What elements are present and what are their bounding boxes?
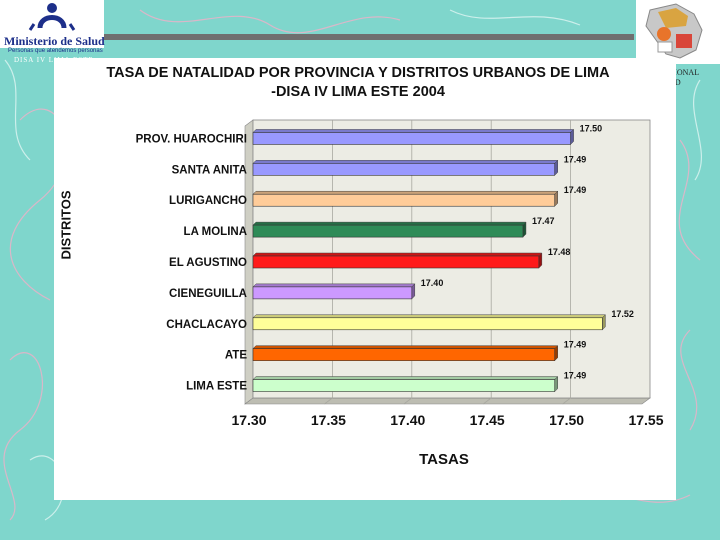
x-tick-label: 17.40 [390, 412, 425, 428]
x-tick-label: 17.45 [470, 412, 505, 428]
bar-value-label: 17.52 [611, 309, 634, 319]
category-label: SANTA ANITA [172, 164, 247, 176]
bar-end [570, 128, 574, 146]
bar-value-label: 17.49 [564, 371, 587, 381]
peru-map-logo [636, 0, 720, 64]
bar [252, 224, 524, 238]
plot-floor [244, 397, 651, 405]
x-tick-label: 17.50 [549, 412, 584, 428]
gridline [324, 397, 333, 405]
chart-title: TASA DE NATALIDAD POR PROVINCIA Y DISTRI… [106, 65, 610, 100]
bar-top [252, 345, 559, 349]
ministry-emblem-icon [28, 3, 76, 31]
ministry-name: Ministerio de Salud [4, 34, 105, 48]
category-label: CHACLACAYO [166, 319, 247, 331]
bar-value-label: 17.47 [532, 216, 555, 226]
category-label: CIENEGUILLA [169, 288, 247, 300]
x-tick-label: 17.30 [231, 412, 266, 428]
bar-value-label: 17.48 [548, 247, 571, 257]
bar [252, 163, 556, 176]
bar-end [411, 283, 416, 300]
bar-top [252, 376, 559, 380]
bar-value-label: 17.49 [564, 185, 587, 195]
bar [252, 255, 540, 269]
bar-top [252, 160, 559, 164]
bar-top [252, 221, 527, 226]
bar [252, 379, 556, 392]
category-label: LURIGANCHO [169, 195, 247, 207]
bar-value-label: 17.50 [580, 123, 603, 133]
category-label: LIMA ESTE [186, 381, 247, 393]
bar-end [554, 375, 558, 393]
x-tick-label: 17.35 [311, 412, 346, 428]
bar-value-label: 17.49 [564, 154, 587, 164]
bar-end [538, 252, 543, 269]
ministry-logo: Ministerio de Salud [0, 0, 105, 48]
bar-end [602, 314, 606, 331]
bar-value-label: 17.49 [564, 340, 587, 350]
peru-map-icon [636, 0, 720, 64]
bar-end [554, 190, 558, 207]
bar-top [252, 314, 606, 319]
bar [252, 132, 571, 145]
bar [252, 348, 556, 361]
bar [252, 193, 556, 207]
bar-end [554, 159, 558, 176]
bar-end [554, 345, 558, 362]
gridline [482, 397, 492, 405]
bar [252, 286, 413, 300]
category-label: PROV. HUAROCHIRI [136, 133, 247, 145]
gridline [562, 397, 571, 405]
ministry-tagline: Personas que atendemos personas [8, 48, 103, 54]
bar-top [252, 283, 416, 288]
bar-value-label: 17.40 [421, 278, 444, 288]
category-label: LA MOLINA [184, 226, 247, 238]
disa-label: DISA IV LIMA ESTE [14, 56, 93, 64]
x-axis-label: TASAS [419, 451, 469, 468]
bar-top [252, 190, 559, 195]
bar-top [252, 129, 575, 133]
bar-end [522, 221, 527, 238]
category-label: ATE [225, 350, 247, 362]
bar [252, 317, 603, 331]
header-rule [104, 34, 634, 40]
category-label: EL AGUSTINO [169, 257, 247, 269]
x-tick-label: 17.55 [628, 412, 663, 428]
gridline [403, 397, 413, 405]
bar-top [252, 252, 543, 257]
